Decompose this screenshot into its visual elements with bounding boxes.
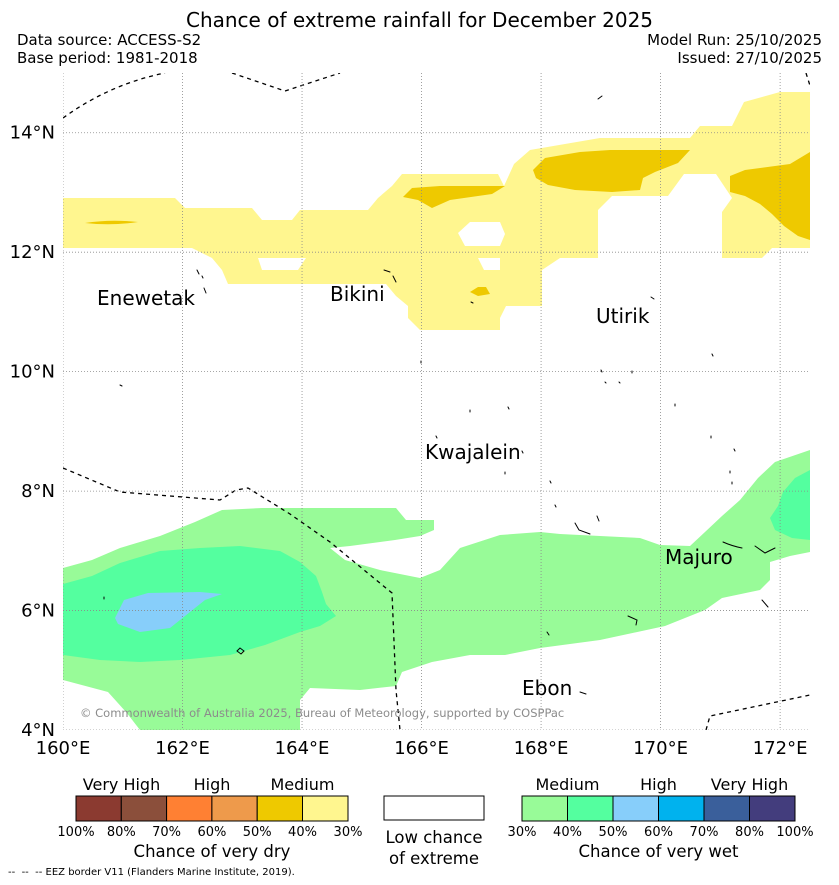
very-wet-medium-region [63, 450, 810, 730]
very-dry-gold-region [85, 220, 138, 225]
longitude-tick-label: 162°E [155, 738, 210, 759]
place-label-bikini: Bikini [330, 282, 385, 306]
island [119, 353, 714, 407]
longitude-tick-label: 166°E [394, 738, 449, 759]
longitude-tick-label: 172°E [753, 738, 808, 759]
place-label-ebon: Ebon [522, 676, 572, 700]
latitude-tick-label: 14°N [10, 123, 55, 144]
wet-tick-label: 80% [735, 825, 764, 840]
island [103, 596, 769, 695]
wet-colorbar-segment [658, 795, 705, 822]
island [435, 406, 524, 475]
map-panel: Enewetak Bikini Utirik Kwajalein Majuro … [63, 73, 810, 730]
eez-border-line [63, 73, 166, 119]
dry-colorbar-segment [302, 795, 349, 822]
island [574, 515, 600, 535]
dry-level-label: Very High [83, 775, 160, 794]
wet-tick-label: 100% [776, 825, 813, 840]
dry-tick-label: 60% [197, 825, 226, 840]
wet-level-label: High [640, 775, 677, 794]
wet-colorbar-segment [521, 795, 568, 822]
island [236, 647, 245, 655]
island [597, 95, 655, 300]
dry-colorbar-segment [211, 795, 258, 822]
island [420, 360, 633, 384]
dry-colorbar: Very High High Medium 100% 80% 70% 60% 5… [57, 775, 362, 861]
dry-colorbar-segment [256, 795, 304, 822]
coastlines [103, 95, 776, 695]
wet-tick-label: 50% [599, 825, 628, 840]
eez-border-line [63, 467, 401, 730]
low-chance-legend: Low chance of extreme [383, 795, 485, 868]
wet-colorbar-title: Chance of very wet [579, 842, 740, 861]
latitude-tick-label: 10°N [10, 362, 55, 383]
wet-colorbar-segment [612, 795, 659, 822]
wet-colorbar-segment [567, 795, 614, 822]
wet-level-label: Medium [536, 775, 600, 794]
low-chance-label-line1: Low chance [385, 828, 482, 847]
island [722, 541, 776, 554]
longitude-tick-label: 164°E [275, 738, 330, 759]
longitude-tick-label: 160°E [36, 738, 91, 759]
longitude-tick-label: 170°E [633, 738, 688, 759]
very-wet-40-50-region [770, 470, 810, 540]
eez-borders [63, 73, 810, 730]
very-dry-gold-region [470, 287, 490, 296]
latitude-tick-label: 6°N [21, 601, 55, 622]
island [549, 435, 736, 508]
very-wet-50-60-region [115, 592, 222, 632]
dry-tick-label: 80% [107, 825, 136, 840]
latitude-tick-label: 12°N [10, 242, 55, 263]
eez-border-line [231, 73, 341, 92]
eez-border-line [705, 694, 810, 730]
wet-tick-label: 40% [553, 825, 582, 840]
wet-colorbar-segment [703, 795, 750, 822]
dry-colorbar-segment [166, 795, 213, 822]
data-source-label: Data source: ACCESS-S2 [17, 31, 201, 49]
longitude-axis: 160°E 162°E 164°E 166°E 168°E 170°E 172°… [36, 738, 808, 759]
eez-border-line [805, 73, 810, 88]
copyright-notice: © Commonwealth of Australia 2025, Bureau… [80, 706, 564, 720]
map-title: Chance of extreme rainfall for December … [186, 8, 653, 32]
dry-level-label: Medium [271, 775, 335, 794]
model-run-label: Model Run: 25/10/2025 [647, 31, 822, 49]
dry-colorbar-title: Chance of very dry [134, 842, 291, 861]
place-label-majuro: Majuro [665, 545, 733, 569]
very-dry-gold-region [533, 150, 690, 192]
dry-colorbar-segment [120, 795, 168, 822]
place-label-utirik: Utirik [596, 304, 650, 328]
base-period-label: Base period: 1981-2018 [17, 49, 198, 67]
latitude-tick-label: 4°N [21, 720, 55, 741]
dry-tick-label: 50% [243, 825, 272, 840]
issued-label: Issued: 27/10/2025 [677, 49, 822, 67]
eez-border-credit: -- -- -- EEZ border V11 (Flanders Marine… [8, 867, 295, 878]
place-label-enewetak: Enewetak [97, 286, 195, 310]
wet-tick-label: 60% [644, 825, 673, 840]
island [383, 269, 474, 304]
island [196, 269, 207, 294]
dry-tick-label: 30% [334, 825, 363, 840]
wet-colorbar: Medium High Very High 30% 40% 50% 60% 70… [508, 775, 814, 861]
wet-colorbar-segment [749, 795, 796, 822]
wet-tick-label: 70% [690, 825, 719, 840]
wet-tick-label: 30% [508, 825, 537, 840]
low-chance-gap [258, 258, 306, 270]
place-label-kwajalein: Kwajalein [425, 440, 521, 464]
latitude-axis: 14°N 12°N 10°N 8°N 6°N 4°N [10, 123, 55, 741]
dry-tick-label: 70% [152, 825, 181, 840]
latitude-tick-label: 8°N [21, 481, 55, 502]
longitude-tick-label: 168°E [514, 738, 569, 759]
wet-level-label: Very High [711, 775, 788, 794]
very-dry-gold-region [730, 152, 810, 240]
dry-colorbar-segment [75, 795, 122, 822]
dry-tick-label: 100% [57, 825, 94, 840]
very-dry-gold-region [403, 186, 505, 208]
dry-level-label: High [194, 775, 231, 794]
low-chance-gap [478, 258, 500, 270]
low-chance-label-line2: of extreme [389, 849, 479, 868]
low-chance-gap [458, 222, 505, 246]
low-chance-swatch [383, 795, 485, 821]
dry-tick-label: 40% [288, 825, 317, 840]
